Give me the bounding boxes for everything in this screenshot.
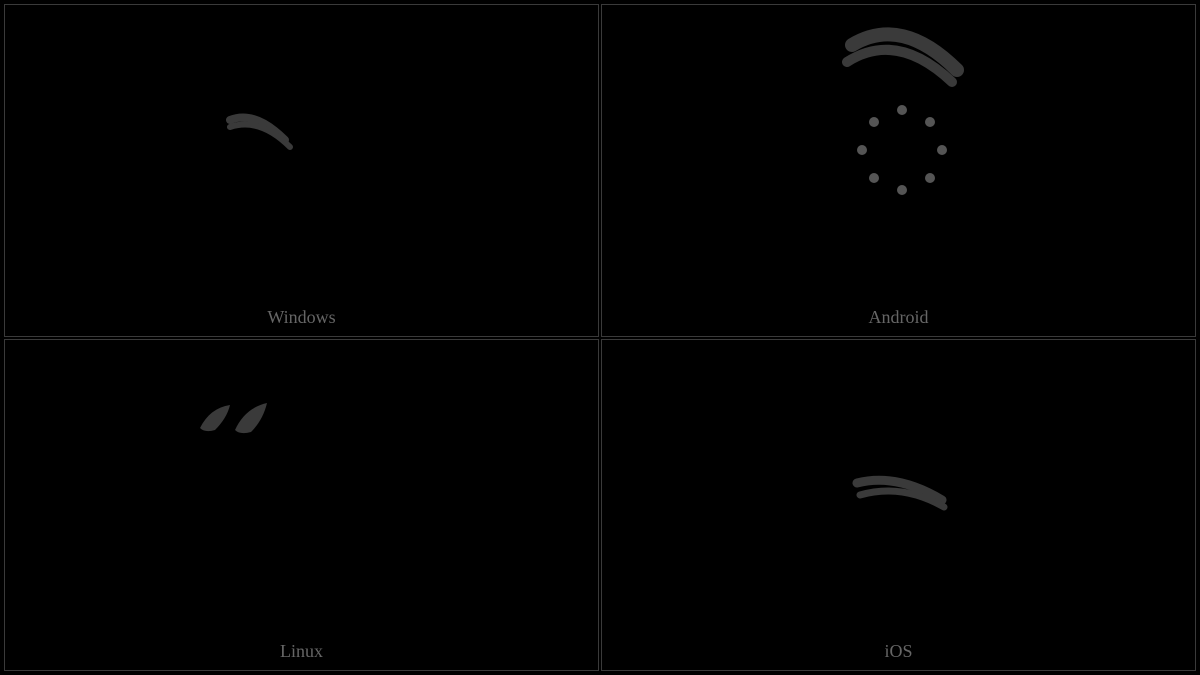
linux-panel: Linux: [4, 339, 599, 672]
android-glyph: [842, 20, 982, 205]
windows-panel: Windows: [4, 4, 599, 337]
panel-label: Windows: [267, 307, 335, 328]
ios-glyph: [852, 465, 952, 525]
ios-panel: iOS: [601, 339, 1196, 672]
android-panel: Android: [601, 4, 1196, 337]
windows-glyph: [225, 105, 305, 165]
linux-glyph: [195, 400, 280, 450]
panel-label: Linux: [280, 641, 323, 662]
panel-label: iOS: [884, 641, 912, 662]
panel-label: Android: [869, 307, 929, 328]
